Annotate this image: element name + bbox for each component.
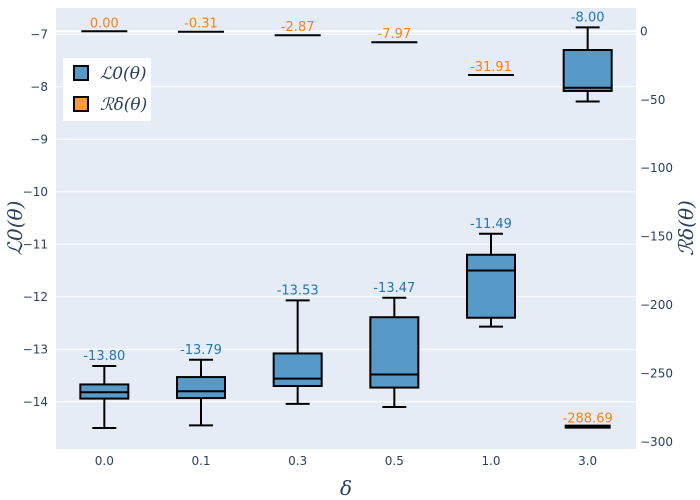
y-left-tick-label: −10 <box>23 185 48 199</box>
box-0.0[interactable]: -13.80 <box>79 349 130 429</box>
y-left-tick-label: −13 <box>23 342 48 356</box>
x-tick-label: 1.0 <box>481 454 500 468</box>
loss-value-label: -13.47 <box>373 281 415 296</box>
box-0.5[interactable]: -13.47 <box>369 281 420 408</box>
y-left-tick-labels: −14 −13 −12 −11 −10 −9 −8 −7 <box>23 27 48 409</box>
plot-background <box>56 8 636 449</box>
x-tick-label: 0.5 <box>385 454 404 468</box>
legend-swatch-loss <box>73 65 89 81</box>
y-right-axis-title: ℛδ(θ) <box>674 200 698 256</box>
y-left-tick-label: −9 <box>30 132 48 146</box>
box-iqr <box>272 352 323 388</box>
x-tick-label: 0.0 <box>95 454 114 468</box>
y-left-axis-title: ℒ0(θ) <box>3 201 27 256</box>
risk-1.0[interactable]: -31.91 <box>468 60 514 76</box>
risk-value-label: -288.69 <box>563 412 613 427</box>
risk-value-label: -2.87 <box>281 20 315 35</box>
y-right-tick-label: −100 <box>640 161 673 175</box>
x-axis-title: δ <box>340 476 352 500</box>
risk-value-label: 0.00 <box>90 16 119 31</box>
loss-value-label: -13.80 <box>83 349 125 364</box>
x-tick-label: 0.3 <box>288 454 307 468</box>
box-0.3[interactable]: -13.53 <box>272 283 323 405</box>
risk-0.3[interactable]: -2.87 <box>274 20 321 37</box>
loss-value-label: -8.00 <box>571 10 605 25</box>
box-iqr <box>466 253 516 319</box>
box-3.0[interactable]: -8.00 <box>562 10 613 103</box>
box-0.1[interactable]: -13.79 <box>176 343 226 427</box>
y-right-tick-label: −50 <box>640 93 665 107</box>
y-left-tick-label: −14 <box>23 395 48 409</box>
x-tick-label: 3.0 <box>578 454 597 468</box>
box-iqr <box>562 49 613 92</box>
loss-value-label: -13.53 <box>277 283 319 298</box>
legend-swatch-risk <box>73 96 89 112</box>
loss-value-label: -11.49 <box>470 217 512 232</box>
y-left-tick-label: −8 <box>30 80 48 94</box>
box-iqr <box>176 376 226 400</box>
y-right-tick-label: −300 <box>640 435 673 449</box>
risk-value-label: -7.97 <box>378 27 412 42</box>
risk-3.0[interactable]: -288.69 <box>563 412 613 429</box>
risk-0.0[interactable]: 0.00 <box>81 16 128 33</box>
y-right-tick-label: −150 <box>640 230 673 244</box>
loss-value-label: -13.79 <box>180 343 222 358</box>
legend-label-risk: ℛδ(θ) <box>100 95 147 115</box>
y-gridlines <box>56 33 636 403</box>
x-tick-labels: 0.0 0.1 0.3 0.5 1.0 3.0 <box>95 454 597 468</box>
risk-value-label: -31.91 <box>470 60 512 75</box>
risk-value-label: -0.31 <box>184 17 218 32</box>
y-left-tick-label: −7 <box>30 27 48 41</box>
legend-label-loss: ℒ0(θ) <box>100 64 147 84</box>
y-left-tick-label: −12 <box>23 290 48 304</box>
risk-0.5[interactable]: -7.97 <box>371 27 418 44</box>
risk-markers: 0.00 -0.31 -2.87 -7.97 -31.91 -288.69 <box>81 16 613 429</box>
y-right-tick-label: −250 <box>640 367 673 381</box>
x-tick-label: 0.1 <box>191 454 210 468</box>
legend[interactable]: ℒ0(θ) ℛδ(θ) <box>63 58 151 121</box>
y-right-tick-label: −200 <box>640 298 673 312</box>
y-right-tick-labels: 0 −50 −100 −150 −200 −250 −300 <box>640 24 673 449</box>
loss-boxes: -13.80 -13.79 -13.53 -13.47 -11.49 -8.00 <box>79 10 613 429</box>
y-right-tick-label: 0 <box>640 24 648 38</box>
risk-0.1[interactable]: -0.31 <box>178 17 224 33</box>
box-iqr <box>369 316 420 389</box>
y-left-tick-label: −11 <box>23 237 48 251</box>
box-1.0[interactable]: -11.49 <box>466 217 516 328</box>
